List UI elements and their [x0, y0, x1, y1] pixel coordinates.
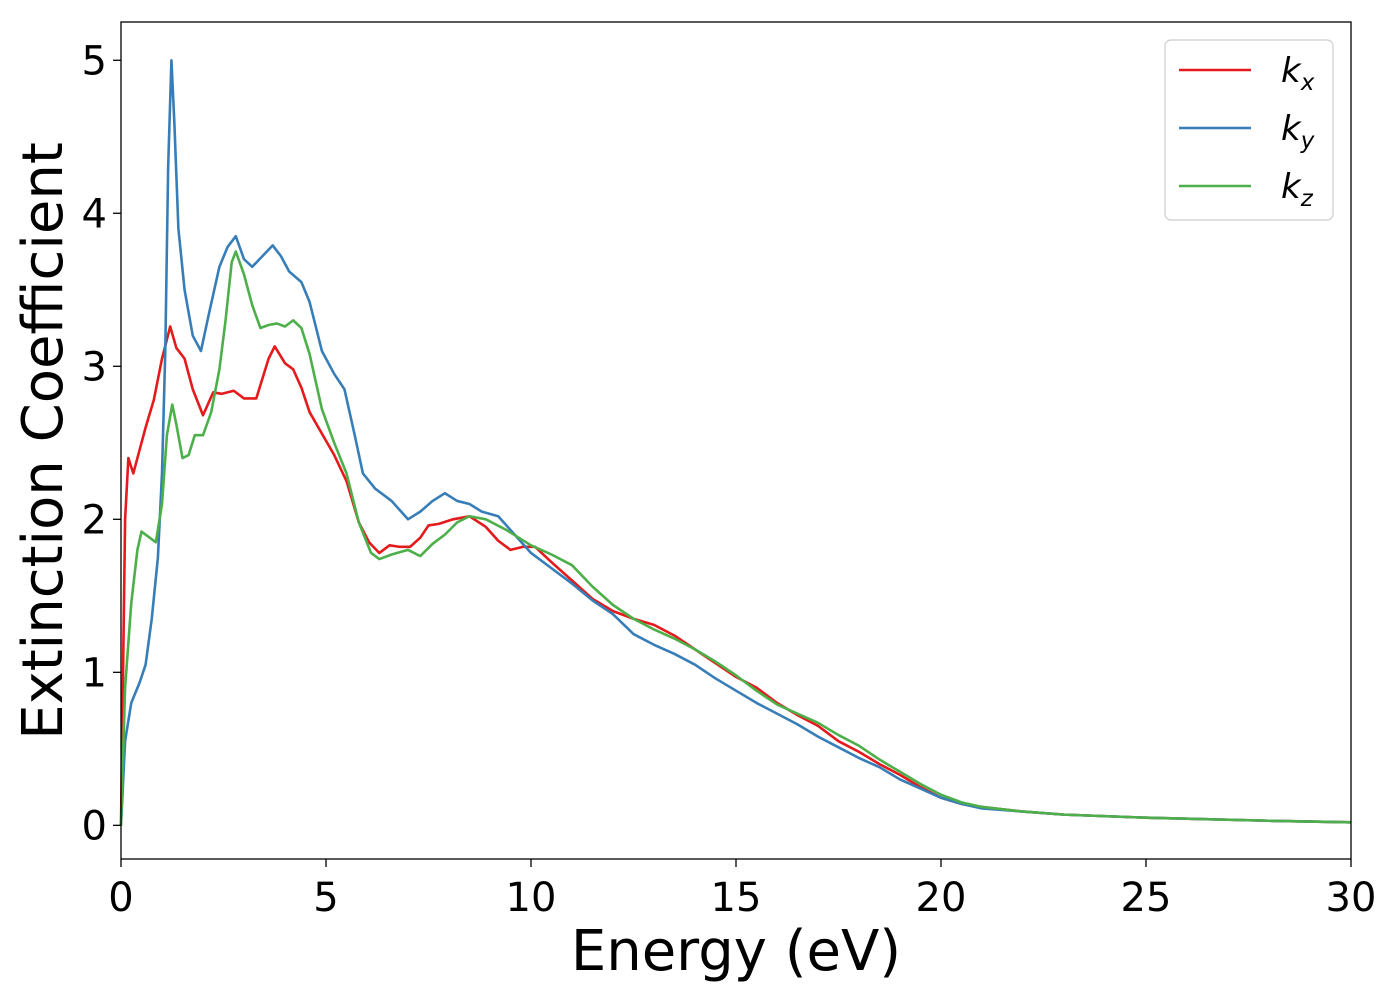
y-tick-label: 1	[82, 650, 107, 696]
x-axis-label: Energy (eV)	[571, 919, 901, 984]
series-line-kx	[119, 325, 1352, 826]
x-tick-label: 10	[506, 875, 557, 921]
y-tick-label: 0	[82, 803, 107, 849]
y-axis-label: Extinction Coefficient	[11, 142, 76, 740]
x-tick-label: 20	[916, 875, 967, 921]
y-tick-label: 2	[82, 497, 107, 543]
x-tick-label: 30	[1326, 875, 1377, 921]
series-layer	[119, 58, 1352, 826]
series-line-kz	[119, 250, 1352, 826]
x-tick-label: 25	[1121, 875, 1172, 921]
x-tick-label: 0	[108, 875, 133, 921]
y-tick-label: 4	[82, 191, 107, 237]
x-tick-label: 15	[711, 875, 762, 921]
legend-box	[1164, 39, 1334, 221]
y-tick-label: 3	[82, 344, 107, 390]
series-line-ky	[119, 58, 1352, 826]
y-tick-label: 5	[82, 38, 107, 84]
x-axis: 0 5 10 15 20 25 30	[108, 859, 1376, 921]
y-axis: 0 1 2 3 4 5	[82, 38, 121, 849]
x-tick-label: 5	[313, 875, 338, 921]
